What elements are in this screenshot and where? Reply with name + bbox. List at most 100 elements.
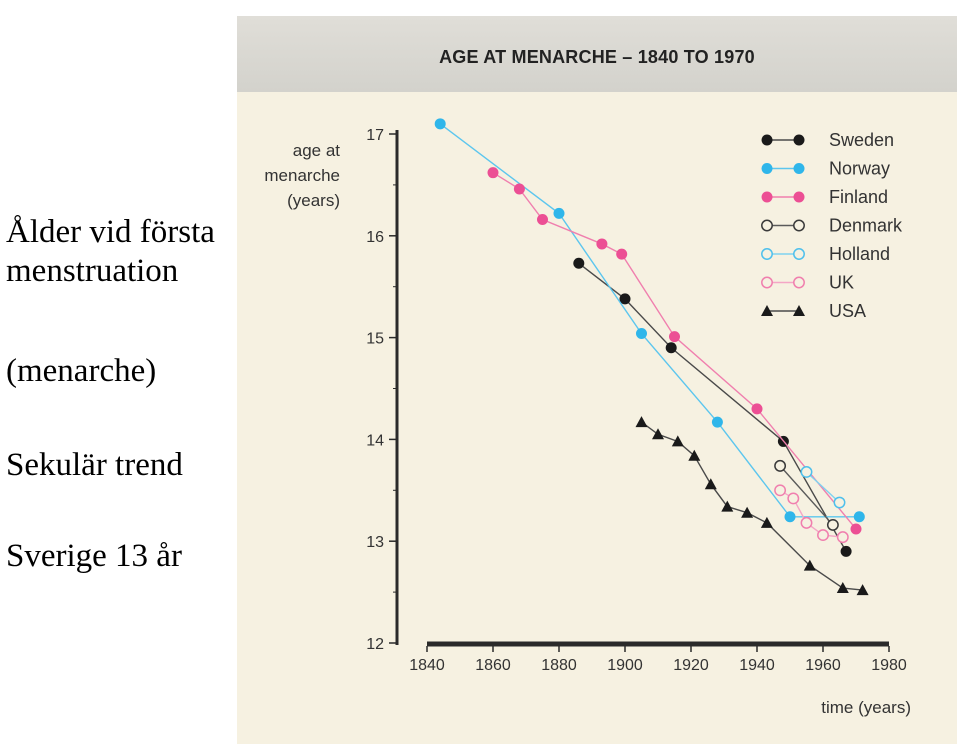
legend-marker <box>793 219 805 232</box>
data-point-uk <box>774 484 787 497</box>
series-line-norway <box>439 123 860 518</box>
legend-label: Denmark <box>829 216 903 236</box>
data-point-usa <box>856 584 869 596</box>
legend-label: Norway <box>829 159 890 179</box>
y-tick-label: 16 <box>366 229 384 246</box>
legend-marker <box>793 163 805 174</box>
data-point-finland <box>616 248 628 260</box>
y-tick-label: 14 <box>366 432 384 449</box>
series-uk <box>774 484 849 544</box>
slide-text-line: Ålder vid första <box>6 214 215 250</box>
data-point-finland <box>487 167 499 179</box>
chart-figure: AGE AT MENARCHE – 1840 TO 1970 12 13 14 15 1… <box>237 16 957 744</box>
title-band: AGE AT MENARCHE – 1840 TO 1970 <box>237 16 957 92</box>
data-point-holland <box>800 466 813 478</box>
y-tick-label: 13 <box>366 534 384 551</box>
legend-marker <box>761 163 773 174</box>
x-tick-label: 1920 <box>673 657 709 674</box>
legend-label: Sweden <box>829 130 894 150</box>
data-point-norway <box>636 328 647 340</box>
legend-marker <box>761 276 773 289</box>
legend-entry-finland: Finland <box>761 187 888 207</box>
legend-marker <box>793 191 805 203</box>
data-point-usa <box>652 428 664 440</box>
series-norway <box>434 118 865 523</box>
data-point-norway <box>711 416 723 428</box>
legend-label: Finland <box>829 187 888 207</box>
series-line-finland <box>492 172 857 530</box>
legend-entry-usa: USA <box>761 301 866 321</box>
data-point-uk <box>800 516 813 529</box>
data-point-finland <box>669 331 680 343</box>
plot-area: 12 13 14 15 16 17 age at menarche (years) 1840 186… <box>264 118 911 717</box>
legend-entry-sweden: Sweden <box>761 130 894 150</box>
slide-text-line: Sverige 13 år <box>6 538 182 574</box>
x-axis-label: time (years) <box>821 698 911 717</box>
x-tick-label: 1940 <box>739 657 775 674</box>
data-point-usa <box>635 416 648 428</box>
data-point-sweden <box>619 293 631 305</box>
legend-label: UK <box>829 273 854 293</box>
legend-entry-norway: Norway <box>761 159 890 179</box>
x-tick-label: 1960 <box>805 657 841 674</box>
legend-entry-uk: UK <box>761 273 854 293</box>
legend-marker <box>793 276 805 289</box>
series-sweden <box>573 257 852 557</box>
legend-marker <box>761 134 773 146</box>
legend-marker <box>761 248 773 260</box>
data-point-denmark <box>826 518 839 531</box>
data-point-usa <box>836 582 849 594</box>
data-point-sweden <box>665 342 677 354</box>
slide-text-line: menstruation <box>6 253 179 289</box>
data-point-usa <box>760 516 773 528</box>
x-tick-label: 1860 <box>475 657 511 674</box>
data-point-uk <box>787 492 800 505</box>
series-finland <box>487 167 862 535</box>
series-line-usa <box>641 421 863 591</box>
legend-marker <box>761 305 773 316</box>
data-point-usa <box>803 559 816 571</box>
x-tick-label: 1880 <box>541 657 577 674</box>
data-point-finland <box>850 523 862 535</box>
legend-label: Holland <box>829 244 890 264</box>
data-point-usa <box>741 506 754 518</box>
data-point-finland <box>537 214 548 226</box>
legend-marker <box>793 305 805 316</box>
series-line-sweden <box>578 262 847 552</box>
data-point-uk <box>836 531 849 544</box>
series-denmark <box>774 459 839 531</box>
data-point-norway <box>853 511 865 523</box>
y-axis-label: age at <box>293 141 341 160</box>
data-point-usa <box>671 435 684 447</box>
legend-marker <box>761 191 773 203</box>
data-point-holland <box>833 496 846 509</box>
slide-text-line: Sekulär trend <box>6 447 183 483</box>
data-point-sweden <box>840 545 852 557</box>
data-point-norway <box>784 511 796 523</box>
data-point-finland <box>596 238 608 250</box>
y-tick-label: 15 <box>366 331 384 348</box>
data-point-finland <box>751 403 763 415</box>
data-point-norway <box>434 118 446 130</box>
data-point-usa <box>721 500 734 512</box>
y-tick-label: 17 <box>366 127 384 144</box>
y-axis-label: menarche <box>264 166 340 185</box>
data-point-norway <box>553 207 565 219</box>
data-point-finland <box>513 183 525 195</box>
x-tick-label: 1980 <box>871 657 907 674</box>
chart-title: AGE AT MENARCHE – 1840 TO 1970 <box>439 47 755 67</box>
series-usa <box>635 416 869 596</box>
series-line-holland <box>806 471 840 504</box>
data-point-denmark <box>774 459 787 472</box>
series-line-denmark <box>779 465 834 526</box>
x-tick-label: 1840 <box>409 657 445 674</box>
data-point-uk <box>817 529 829 542</box>
slide-text-line: (menarche) <box>6 353 157 389</box>
x-tick-label: 1900 <box>607 657 643 674</box>
data-point-sweden <box>573 257 585 269</box>
legend-marker <box>761 219 773 232</box>
y-axis-label: (years) <box>287 191 340 210</box>
legend-marker <box>793 248 805 260</box>
data-point-usa <box>688 449 701 461</box>
series-holland <box>800 466 846 509</box>
